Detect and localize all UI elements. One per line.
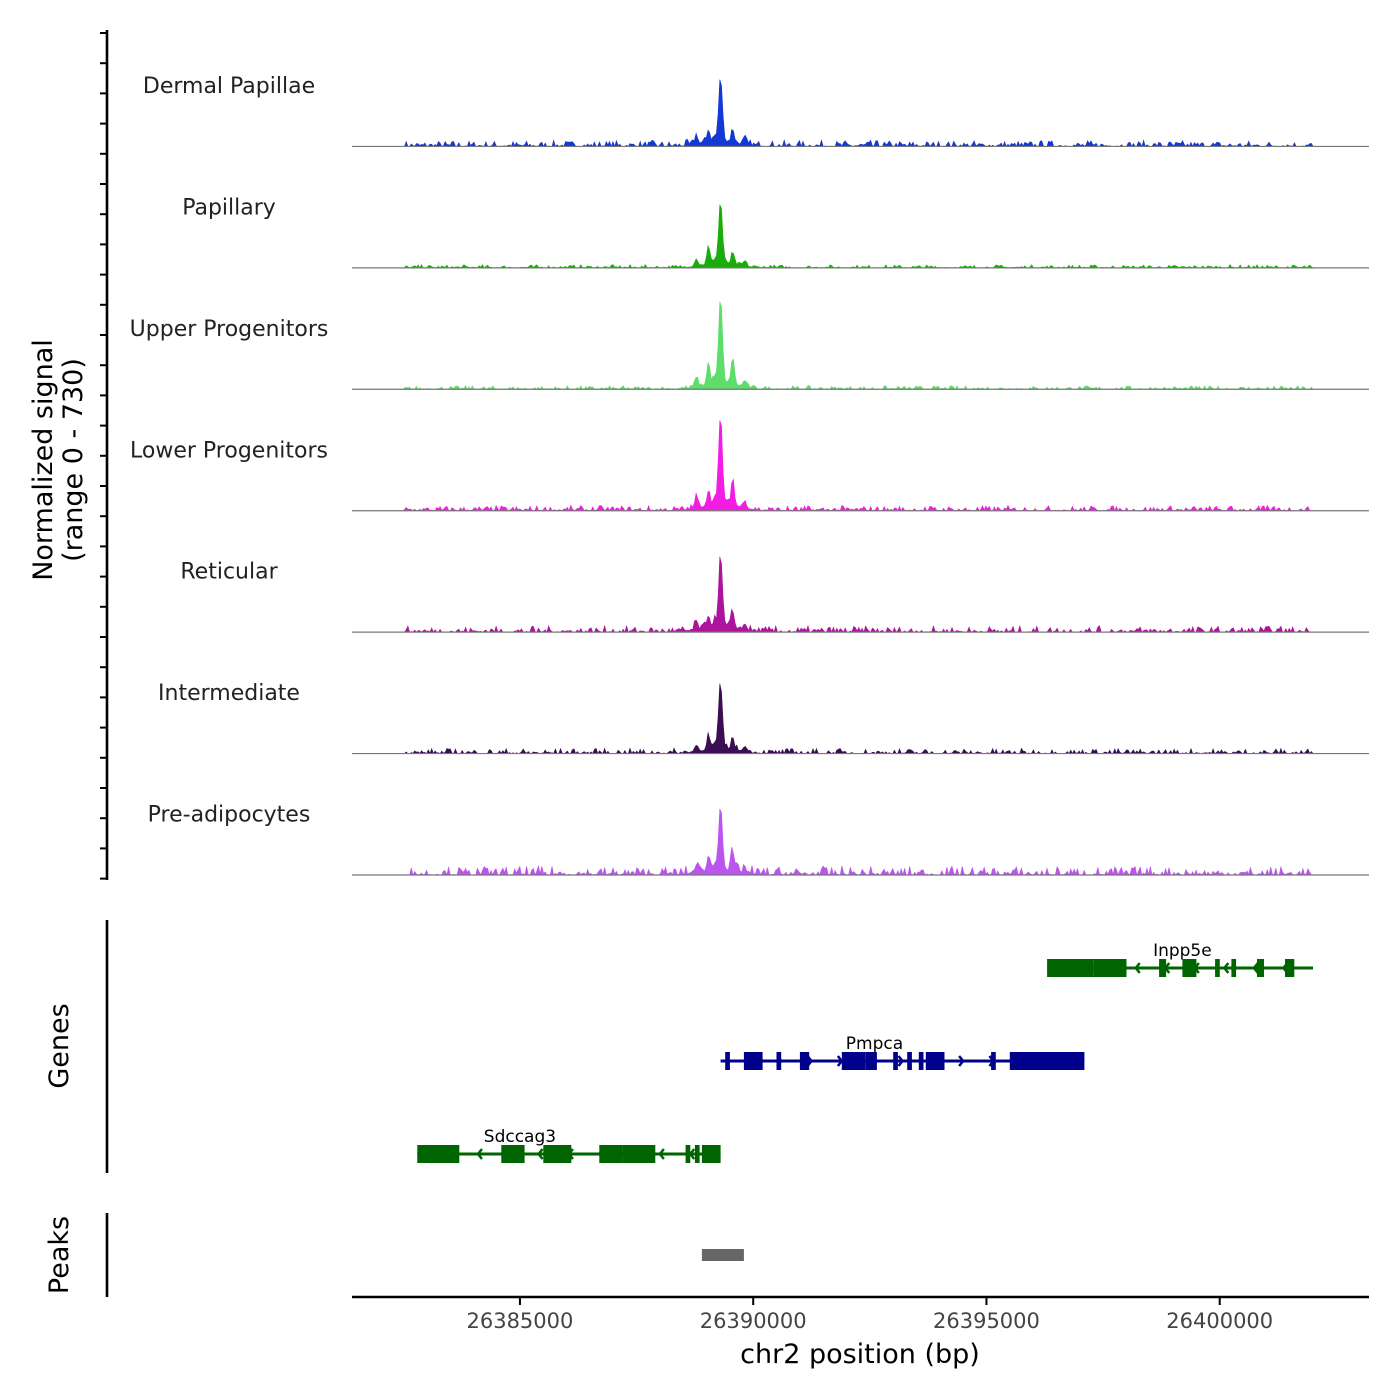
x-tick-label: 26385000 xyxy=(466,1309,573,1333)
track-label: Reticular xyxy=(180,560,278,585)
genes-y-axis-title: Genes xyxy=(44,1003,75,1088)
exon xyxy=(1182,959,1197,977)
exon xyxy=(918,1052,924,1070)
strand-arrow xyxy=(1222,962,1230,974)
exon xyxy=(1093,959,1127,977)
exon xyxy=(865,1052,877,1070)
exon xyxy=(543,1145,572,1163)
exon xyxy=(841,1052,866,1070)
strand-arrow xyxy=(1252,962,1259,974)
x-tick-label: 26400000 xyxy=(1166,1309,1273,1333)
x-axis-ticks: 26385000 26390000 26395000 26400000 xyxy=(466,1297,1273,1333)
exon xyxy=(701,1145,721,1163)
coverage-area xyxy=(402,301,1314,390)
coverage-panel: Normalized signal (range 0 - 730) Dermal… xyxy=(28,30,1369,880)
strand-arrow xyxy=(897,1055,905,1067)
exon xyxy=(1231,959,1237,977)
coverage-area xyxy=(403,204,1314,269)
coverage-tracks: Dermal Papillae Papillary Upper Progenitor… xyxy=(130,74,1369,877)
x-axis-title: chr2 position (bp) xyxy=(740,1339,980,1370)
exon xyxy=(1215,959,1220,977)
gene-label: Sdccag3 xyxy=(484,1127,556,1147)
exon xyxy=(907,1052,912,1070)
track-label: Papillary xyxy=(182,195,276,220)
exon xyxy=(622,1145,656,1163)
exon xyxy=(893,1052,898,1070)
x-axis: 26385000 26390000 26395000 26400000 chr2 po… xyxy=(352,1295,1369,1370)
strand-arrow xyxy=(658,1148,665,1160)
coverage-track: Lower Progenitors xyxy=(130,420,1369,512)
coverage-area xyxy=(403,808,1314,877)
exon xyxy=(725,1052,730,1070)
coverage-area xyxy=(402,420,1314,512)
gene-inpp5e: Inpp5e xyxy=(1047,941,1314,977)
x-tick-label: 26395000 xyxy=(933,1309,1040,1333)
strand-arrow xyxy=(476,1148,483,1160)
exon xyxy=(799,1052,810,1070)
exon xyxy=(743,1052,763,1070)
exon xyxy=(1009,1052,1085,1070)
coverage-area xyxy=(403,79,1314,148)
coverage-area xyxy=(403,683,1314,755)
exon xyxy=(685,1145,691,1163)
track-label: Lower Progenitors xyxy=(130,438,328,463)
coverage-track: Pre-adipocytes xyxy=(148,803,1369,877)
strand-arrow xyxy=(537,1148,544,1160)
gene-pmpca: Pmpca xyxy=(720,1034,1085,1070)
gene-models: Inpp5e Pmpca Sdccag3 xyxy=(417,941,1314,1163)
track-label: Upper Progenitors xyxy=(130,317,329,342)
coverage-y-axis-range: (range 0 - 730) xyxy=(58,358,89,562)
peaks-panel: Peaks xyxy=(44,1213,744,1297)
peak-intervals xyxy=(701,1249,744,1261)
exon xyxy=(694,1145,700,1163)
exon xyxy=(1285,959,1295,977)
gene-sdccag3: Sdccag3 xyxy=(417,1127,721,1163)
exon xyxy=(1159,959,1167,977)
exon xyxy=(776,1052,782,1070)
exon xyxy=(925,1052,945,1070)
genes-panel: Genes Inpp5e Pmpca Sdccag3 xyxy=(44,920,1314,1173)
gene-label: Inpp5e xyxy=(1153,941,1212,961)
coverage-area xyxy=(403,556,1314,633)
peaks-y-axis-title: Peaks xyxy=(44,1216,75,1294)
exon xyxy=(1047,959,1094,977)
exon xyxy=(599,1145,623,1163)
coverage-track: Dermal Papillae xyxy=(143,74,1369,148)
strand-arrow xyxy=(1134,962,1141,974)
track-label: Pre-adipocytes xyxy=(148,803,311,828)
coverage-y-ticks xyxy=(100,32,107,880)
exon xyxy=(1257,959,1264,977)
coverage-track: Reticular xyxy=(180,556,1369,633)
exon xyxy=(501,1145,525,1163)
track-label: Intermediate xyxy=(158,681,300,706)
strand-arrow xyxy=(958,1055,965,1067)
track-label: Dermal Papillae xyxy=(143,74,315,99)
gene-label: Pmpca xyxy=(846,1034,903,1054)
coverage-track: Upper Progenitors xyxy=(130,301,1369,390)
coverage-track: Intermediate xyxy=(158,681,1369,755)
x-tick-label: 26390000 xyxy=(700,1309,807,1333)
coverage-track: Papillary xyxy=(182,195,1369,269)
exon xyxy=(991,1052,996,1070)
exon xyxy=(417,1145,460,1163)
peak-interval xyxy=(701,1249,744,1261)
coverage-y-axis-title: Normalized signal xyxy=(28,339,59,581)
